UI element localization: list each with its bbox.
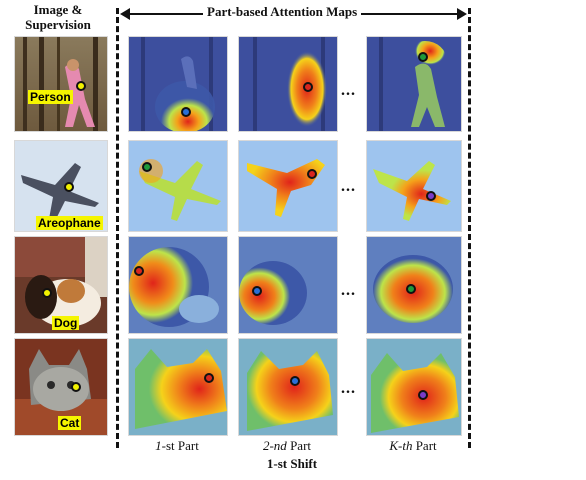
left-divider xyxy=(116,8,119,448)
image-supervision-heading: Image & Supervision xyxy=(0,2,116,32)
part-point-1 xyxy=(142,162,152,172)
part-point-2 xyxy=(290,376,300,386)
part-point-k xyxy=(426,191,436,201)
source-image-cat xyxy=(14,338,108,436)
part-point-k xyxy=(418,52,428,62)
label-person: Person xyxy=(28,90,73,104)
label-cat: Cat xyxy=(58,416,82,430)
heading-line-1: Image & xyxy=(33,2,83,17)
attention-map-cat-part-1 xyxy=(128,338,228,436)
column-label-1st-part: 1-st Part xyxy=(127,438,227,454)
part-word: Part xyxy=(412,438,437,453)
attention-map-person-part-k xyxy=(366,36,462,132)
label-aeroplane: Areophane xyxy=(36,216,103,230)
right-divider xyxy=(468,8,471,448)
attention-map-person-part-1 xyxy=(128,36,228,132)
ellipsis: ... xyxy=(341,380,356,397)
column-label-kth-part: K-th Part xyxy=(363,438,463,454)
part-point-k xyxy=(406,284,416,294)
part-point-1 xyxy=(134,266,144,276)
attention-map-person-part-2 xyxy=(238,36,338,132)
part-word: -st Part xyxy=(161,438,199,453)
supervision-point xyxy=(71,382,81,392)
part-word: Part xyxy=(286,438,312,453)
ordinal: K-th xyxy=(389,438,413,453)
attention-map-dog-part-2 xyxy=(238,236,338,334)
label-dog: Dog xyxy=(52,316,80,330)
part-point-1 xyxy=(204,373,214,383)
arrow-right-icon xyxy=(457,8,467,20)
ellipsis: ... xyxy=(341,82,356,99)
part-point-k xyxy=(418,390,428,400)
ellipsis: ... xyxy=(341,282,356,299)
column-label-2nd-part: 2-nd Part xyxy=(237,438,337,454)
attention-map-dog-part-1 xyxy=(128,236,228,334)
supervision-point xyxy=(76,81,86,91)
ordinal: 2-nd xyxy=(262,438,287,453)
supervision-point xyxy=(64,182,74,192)
ellipsis: ... xyxy=(341,178,356,195)
attention-maps-title: Part-based Attention Maps xyxy=(203,4,362,20)
attention-map-aeroplane-part-k xyxy=(366,140,462,232)
part-point-1 xyxy=(181,107,191,117)
part-point-2 xyxy=(303,82,313,92)
source-image-person xyxy=(14,36,108,132)
source-image-dog xyxy=(14,236,108,334)
arrow-left-icon xyxy=(120,8,130,20)
attention-map-cat-part-k xyxy=(366,338,462,436)
shift-label: 1-st Shift xyxy=(266,456,318,471)
supervision-point xyxy=(42,288,52,298)
attention-map-aeroplane-part-2 xyxy=(238,140,338,232)
heading-line-2: Supervision xyxy=(25,17,91,32)
part-point-2 xyxy=(252,286,262,296)
part-point-2 xyxy=(307,169,317,179)
ordinal: 1 xyxy=(155,438,162,453)
attention-map-aeroplane-part-1 xyxy=(128,140,228,232)
attention-map-cat-part-2 xyxy=(238,338,338,436)
